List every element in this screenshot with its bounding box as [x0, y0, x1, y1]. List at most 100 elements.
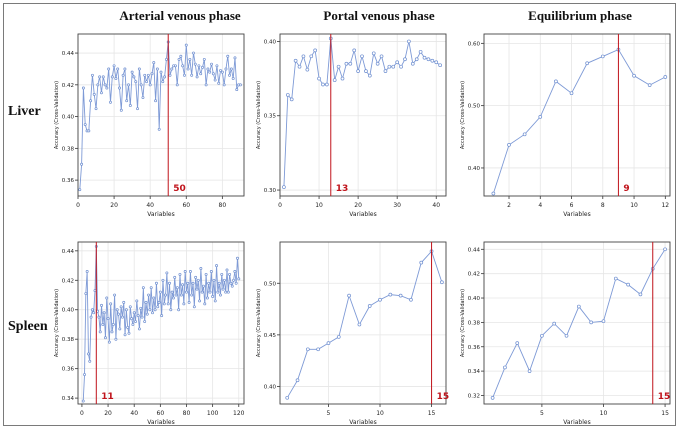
chart3-data-point — [228, 272, 232, 276]
chart1-data-point — [317, 76, 321, 81]
chart3-data-point — [188, 270, 192, 273]
chart1-data-point — [410, 61, 415, 66]
chart0-data-point — [103, 83, 107, 87]
chart1-data-point — [438, 63, 442, 68]
chart4-x-tick-label: 15 — [428, 410, 436, 417]
chart3-data-point — [114, 337, 118, 341]
chart3-data-point — [109, 302, 113, 306]
chart3-data-point — [208, 290, 212, 294]
chart0-data-point — [161, 80, 165, 84]
chart3-data-point — [93, 289, 97, 293]
chart5-y-axis-label: Accuracy (Cross-Validation) — [460, 289, 466, 357]
chart0-data-point — [92, 92, 96, 96]
chart3-data-point — [140, 315, 144, 319]
chart2-x-axis-label: Variables — [563, 211, 590, 218]
chart2-y-tick-label: 0.60 — [468, 41, 481, 47]
chart3-data-point — [162, 302, 166, 306]
chart3-data-point — [156, 305, 160, 309]
chart0-y-axis-label: Accuracy (Cross-Validation) — [54, 81, 60, 149]
chart1-data-point — [301, 54, 306, 59]
chart0-data-point — [222, 83, 226, 87]
chart3-data-point — [213, 299, 217, 303]
chart0-data-point — [109, 100, 112, 104]
chart0-y-tick-label: 0.42 — [62, 83, 74, 89]
chart1-data-point — [297, 64, 302, 69]
chart3-x-tick-label: 80 — [183, 410, 191, 417]
chart2-optimal-label: 9 — [623, 184, 629, 194]
chart1-data-point — [391, 64, 396, 69]
chart1-data-point — [418, 49, 423, 54]
chart3-data-point — [229, 281, 233, 285]
chart4-data-point — [388, 292, 393, 297]
chart5-y-tick-label: 0.44 — [468, 247, 481, 253]
chart3-data-point — [100, 303, 103, 307]
chart3-data-point — [90, 308, 94, 312]
chart0-data-point — [130, 70, 134, 74]
chart3-data-point — [97, 315, 101, 319]
chart1-data-point — [383, 69, 388, 74]
chart3-y-tick-label: 0.44 — [62, 249, 75, 255]
chart0-x-axis-label: Variables — [147, 211, 174, 218]
chart3-data-point — [117, 312, 120, 316]
chart3-data-point — [211, 295, 215, 298]
chart3-data-point — [220, 272, 224, 276]
chart1-data-point — [414, 57, 419, 62]
chart0-data-point — [175, 83, 179, 87]
chart3-data-point — [145, 312, 149, 316]
chart0-x-tick-label: 40 — [146, 202, 154, 209]
panel-liver-arterial: 0 20 40 60 80 0.36 0.38 0.40 0.42 0.44 50 Variables… — [54, 33, 245, 218]
chart0-data-point — [155, 67, 159, 71]
chart0-data-point — [184, 43, 188, 47]
chart3-data-point — [226, 290, 230, 294]
chart0-data-point — [197, 64, 201, 68]
chart4-data-point — [305, 347, 310, 352]
chart3-y-axis-label: Accuracy (Cross-Validation) — [54, 289, 60, 357]
chart0-data-point — [220, 70, 224, 74]
chart5-data-point — [601, 319, 606, 324]
chart3-y-tick-label: 0.42 — [62, 278, 74, 284]
chart3-data-point — [98, 330, 102, 334]
chart2-frame — [483, 33, 671, 197]
chart1-x-tick-label: 0 — [278, 202, 282, 209]
chart0-data-point — [195, 75, 199, 79]
chart1-data-point — [336, 64, 341, 69]
chart1-optimal-label: 13 — [336, 184, 349, 194]
chart1-data-point — [399, 64, 403, 69]
chart3-data-point — [153, 308, 157, 312]
chart1-x-axis-label: Variables — [349, 211, 376, 218]
chart0-data-point — [118, 86, 121, 90]
chart3-data-point — [233, 270, 237, 273]
chart4-data-point — [419, 260, 424, 265]
chart1-data-point — [426, 57, 431, 62]
chart2-data-point — [538, 115, 543, 119]
chart5-data-point — [613, 276, 618, 281]
chart0-data-point — [112, 64, 116, 68]
chart3-data-point — [195, 287, 199, 291]
chart4-optimal-label: 15 — [437, 392, 450, 402]
chart5-y-tick-label: 0.38 — [468, 320, 481, 326]
chart0-data-point — [139, 83, 143, 87]
chart3-data-point — [236, 256, 239, 260]
chart1-data-point — [285, 93, 290, 97]
chart3-data-point — [135, 299, 139, 303]
chart3-x-tick-label: 0 — [80, 410, 84, 417]
chart0-data-point — [90, 73, 94, 77]
chart0-data-point — [81, 86, 85, 90]
chart5-x-tick-label: 5 — [540, 410, 544, 417]
chart3-data-point — [132, 311, 136, 315]
chart4-x-axis-label: Variables — [349, 419, 376, 426]
chart0-data-point — [107, 67, 111, 71]
chart3-data-point — [198, 299, 202, 303]
chart1-data-point — [289, 97, 294, 102]
chart0-data-point — [101, 75, 105, 79]
chart0-data-point — [181, 64, 185, 68]
chart0-data-point — [87, 129, 91, 133]
chart4-data-point — [316, 347, 320, 352]
chart3-data-point — [164, 293, 168, 297]
chart1-data-point — [364, 69, 368, 74]
chart1-x-tick-label: 40 — [432, 202, 440, 209]
chart0-data-point — [211, 72, 215, 76]
chart3-data-point — [166, 302, 170, 306]
chart3-data-point — [111, 323, 115, 326]
chart3-data-point — [200, 290, 204, 294]
